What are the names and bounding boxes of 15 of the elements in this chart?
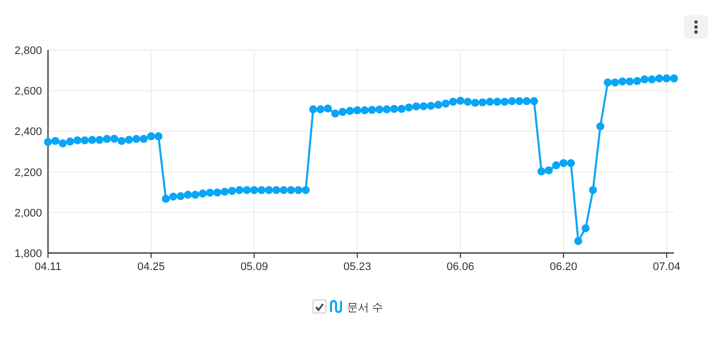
y-tick-label: 2,200 (14, 166, 42, 179)
x-tick-label: 07.04 (652, 261, 680, 273)
y-tick-label: 2,000 (14, 207, 42, 220)
x-tick-label: 04.25 (137, 261, 165, 273)
y-tick-label: 2,600 (14, 86, 42, 98)
x-tick-label: 05.09 (240, 261, 268, 273)
legend-label: 문서 수 (347, 302, 384, 314)
legend: 문서 수 (312, 300, 384, 314)
x-tick-label: 06.20 (550, 261, 578, 273)
x-tick-label: 06.06 (446, 261, 474, 273)
y-tick-label: 1,800 (14, 248, 42, 260)
y-tick-label: 2,800 (14, 45, 42, 57)
y-tick-label: 2,400 (14, 126, 42, 138)
x-tick-label: 04.11 (34, 261, 62, 273)
x-tick-label: 05.23 (344, 261, 372, 273)
